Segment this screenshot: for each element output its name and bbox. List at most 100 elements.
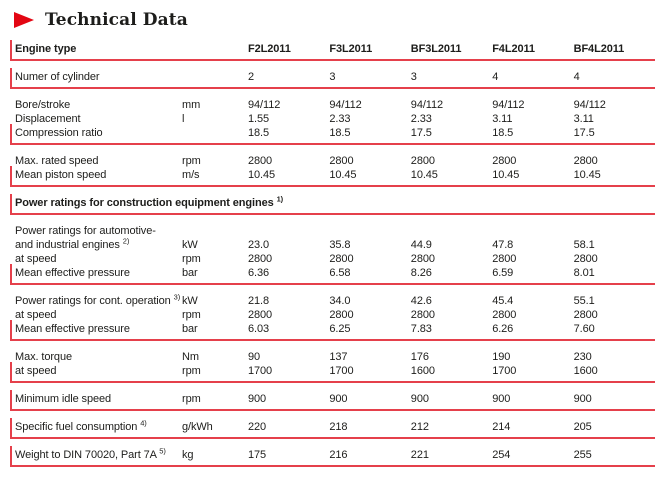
row-unit: rpm [182, 253, 201, 265]
cell-value: 1600 [410, 365, 435, 377]
arrow-right-icon [14, 12, 34, 28]
cell-value: 205 [573, 421, 592, 433]
cell-value: 255 [573, 449, 592, 461]
row-label: at speed [15, 309, 57, 321]
cell-value: 10.45 [492, 169, 520, 181]
cell-value: 94/112 [573, 99, 606, 111]
cell-value: 8.26 [410, 267, 432, 279]
page-title: Technical Data [45, 9, 188, 30]
row-label: Compression ratio [15, 127, 103, 139]
table-block: Max. torque Nm 90 137 176 190 230 at speed rpm 17… [10, 345, 655, 383]
cell-value: 900 [573, 393, 592, 405]
table-row: Max. rated speed rpm 2800 2800 2800 2800 2800 [10, 154, 655, 168]
cell-value: 3.11 [492, 113, 513, 125]
cell-value: 10.45 [329, 169, 357, 181]
cell-value: 900 [329, 393, 348, 405]
table-row: Compression ratio 18.5 18.5 17.5 18.5 17.5 [10, 126, 655, 140]
row-label: Minimum idle speed [15, 393, 112, 405]
cell-value: 176 [410, 351, 429, 363]
table-block: Power ratings for cont. operation 3) kW 21… [10, 289, 655, 341]
cell-value: 220 [248, 421, 267, 433]
table-block: Minimum idle speed rpm 900 900 900 900 900 [10, 387, 655, 411]
cell-value: 2800 [573, 155, 598, 167]
cell-value: 6.59 [492, 267, 514, 279]
cell-value: 94/112 [410, 99, 444, 111]
table-row: Power ratings for cont. operation 3) kW 21… [10, 292, 655, 308]
cell-value: 1700 [492, 365, 517, 377]
cell-value: 221 [410, 449, 429, 461]
cell-value: 21.8 [248, 295, 270, 307]
cell-value: 2800 [329, 155, 354, 167]
cell-value: 2800 [410, 155, 435, 167]
cell-value: 35.8 [329, 239, 351, 251]
cell-value: 4 [492, 71, 499, 83]
table-row: Max. torque Nm 90 137 176 190 230 [10, 350, 655, 364]
table-row: Minimum idle speed rpm 900 900 900 900 900 [10, 392, 655, 406]
row-unit [182, 42, 248, 56]
row-label: Power ratings for construction equipment… [15, 194, 284, 209]
table-row: Mean effective pressure bar 6.36 6.58 8.26 6.… [10, 266, 655, 280]
cell-value: 34.0 [329, 295, 351, 307]
row-unit [182, 126, 248, 140]
cell-value: 218 [329, 421, 348, 433]
table-row: Numer of cylinder 2 3 3 4 4 [10, 70, 655, 84]
table-row: Power ratings for construction equipment… [10, 194, 655, 210]
row-label: Max. rated speed [15, 155, 99, 167]
cell-value: 7.60 [573, 323, 595, 335]
table-row: at speed rpm 2800 2800 2800 2800 2800 [10, 308, 655, 322]
cell-value: 2 [248, 71, 255, 83]
row-unit [182, 70, 248, 84]
footnote-ref: 4) [140, 418, 147, 428]
cell-value: 58.1 [573, 239, 595, 251]
row-unit: mm [182, 99, 201, 111]
table-block: Numer of cylinder 2 3 3 4 4 [10, 65, 655, 89]
cell-value: F2L2011 [248, 43, 291, 55]
table-row: and industrial engines 2) kW 23.0 35.8 44.9 4… [10, 236, 655, 252]
table-block: Engine type F2L2011 F3L2011 BF3L2011 F4L2011… [10, 37, 655, 61]
cell-value: 2800 [573, 309, 598, 321]
cell-value: 10.45 [573, 169, 601, 181]
cell-value: 17.5 [410, 127, 432, 139]
footnote-ref: 3) [173, 292, 181, 302]
row-unit: rpm [182, 155, 201, 167]
table-block: Bore/stroke mm 94/112 94/112 94/112 94/112 94/… [10, 93, 655, 145]
cell-value: 175 [248, 449, 267, 461]
table-row: Mean effective pressure bar 6.03 6.25 7.83 6.… [10, 322, 655, 336]
cell-value: 94/112 [492, 99, 525, 111]
footnote-ref: 1) [276, 194, 284, 204]
cell-value: 6.58 [329, 267, 351, 279]
cell-value: 216 [329, 449, 348, 461]
row-unit: rpm [182, 365, 201, 377]
table-section-header: Power ratings for construction equipment… [10, 191, 655, 215]
table-row: Engine type F2L2011 F3L2011 BF3L2011 F4L2011… [10, 42, 655, 56]
cell-value: 94/112 [329, 99, 362, 111]
row-label: Mean piston speed [15, 169, 107, 181]
cell-value: 2800 [410, 309, 435, 321]
cell-value: 1700 [248, 365, 273, 377]
table-row: Bore/stroke mm 94/112 94/112 94/112 94/112 94/… [10, 98, 655, 112]
row-label: and industrial engines 2) [15, 236, 130, 251]
row-unit: bar [182, 267, 198, 279]
technical-data-page: Technical Data Engine type F2L2011 F3L2011… [0, 11, 669, 467]
row-label: at speed [15, 253, 57, 265]
row-label: Bore/stroke [15, 99, 71, 111]
cell-value: 214 [492, 421, 511, 433]
cell-value: 2800 [492, 155, 517, 167]
cell-value: 2.33 [410, 113, 432, 125]
table-row: at speed rpm 1700 1700 1600 1700 1600 [10, 364, 655, 378]
cell-value: 1.55 [248, 113, 270, 125]
cell-value: 18.5 [248, 127, 270, 139]
cell-value: 2.33 [329, 113, 351, 125]
row-label: Power ratings for automotive- [15, 225, 156, 237]
cell-value: 44.9 [410, 239, 432, 251]
cell-value: BF4L2011 [573, 43, 625, 55]
row-label: Numer of cylinder [15, 71, 100, 83]
row-unit: kW [182, 295, 198, 307]
cell-value: 3.11 [573, 113, 594, 125]
table-block: Weight to DIN 70020, Part 7A 5) kg 175 216 2… [10, 443, 655, 467]
row-unit: kg [182, 449, 194, 461]
cell-value: 6.26 [492, 323, 514, 335]
row-label: Mean effective pressure [15, 323, 130, 335]
footnote-ref: 5) [159, 446, 166, 456]
cell-value: 2800 [329, 309, 354, 321]
